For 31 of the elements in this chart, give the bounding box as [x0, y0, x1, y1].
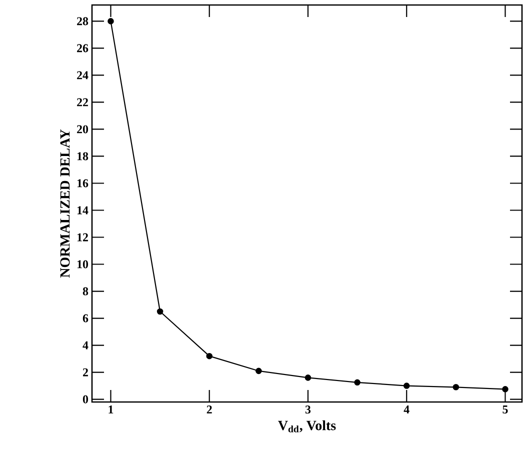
point: [354, 379, 360, 386]
y-tick-label: 26: [77, 44, 88, 52]
y-tick-label: 0: [82, 395, 88, 404]
y-tick-label: 24: [77, 71, 88, 80]
point: [403, 382, 410, 389]
x-axis-title: V$_{dd}$, Volts: [278, 420, 336, 432]
y-tick-label: 22: [77, 98, 88, 106]
point: [108, 18, 114, 24]
y-tick-label: 2: [83, 368, 88, 376]
point: [502, 386, 508, 392]
x-tick-label: 4: [404, 406, 410, 414]
point: [256, 368, 262, 374]
y-tick-label: 18: [77, 152, 88, 160]
x-tick-label: 5: [502, 406, 508, 414]
y-tick-label: 12: [77, 233, 88, 242]
point: [304, 374, 312, 381]
y-tick-label: 10: [77, 260, 88, 268]
y-tick-label: 20: [77, 125, 88, 134]
point: [452, 384, 460, 390]
y-tick-label: 8: [82, 287, 88, 296]
y-tick-label: 16: [77, 179, 88, 188]
y-tick-label: 6: [82, 314, 88, 322]
x-tick-label: 2: [206, 406, 212, 414]
y-tick-label: 4: [82, 341, 88, 350]
y-tick-label: 28: [77, 17, 88, 26]
point: [206, 352, 213, 360]
x-tick-label: 1: [108, 406, 114, 414]
y-axis-title: NORMALIZED DELAY: [60, 129, 70, 278]
x-tick-label: 3: [305, 406, 311, 414]
point: [156, 308, 164, 315]
y-tick-label: 14: [77, 206, 88, 214]
